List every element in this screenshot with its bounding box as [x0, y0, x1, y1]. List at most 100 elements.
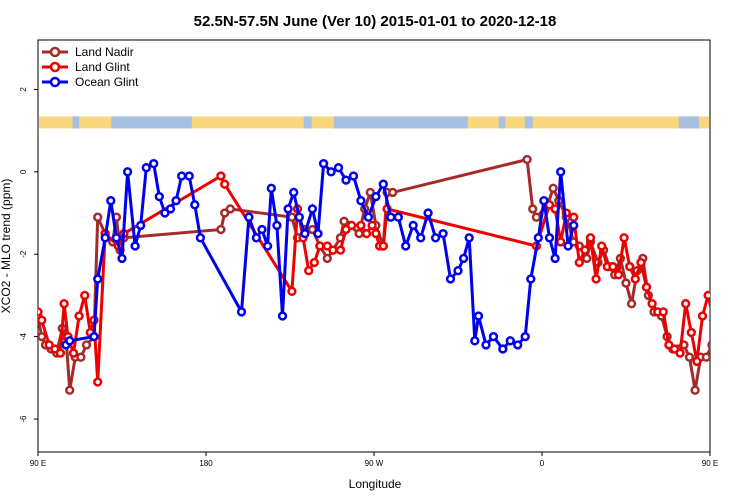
- point-land-glint: [574, 257, 584, 268]
- point-ocean-glint: [272, 220, 282, 231]
- point-ocean-glint: [244, 212, 254, 222]
- point-ocean-glint: [386, 212, 396, 222]
- point-ocean-glint: [453, 266, 463, 276]
- point-ocean-glint: [177, 171, 187, 181]
- point-land-nadir: [707, 340, 710, 350]
- point-ocean-glint: [294, 212, 304, 222]
- point-ocean-glint: [544, 233, 555, 243]
- point-ocean-glint: [122, 167, 133, 177]
- x-tick-label: 180: [199, 459, 213, 468]
- point-land-glint: [216, 171, 226, 181]
- series-line-ocean-glint: [64, 160, 576, 352]
- point-land-glint: [703, 290, 710, 301]
- point-land-glint: [80, 290, 90, 301]
- series-layer: [38, 154, 747, 395]
- x-tick-label: 90 E: [702, 459, 718, 468]
- point-land-glint: [630, 274, 640, 284]
- legend-marker-land-nadir: [49, 46, 61, 58]
- point-ocean-glint: [307, 204, 318, 214]
- x-tick-label: 90 E: [30, 459, 46, 468]
- point-land-glint: [59, 299, 69, 309]
- ocean-band: [678, 116, 699, 129]
- point-land-glint: [591, 274, 601, 284]
- point-land-nadir: [388, 187, 398, 198]
- point-ocean-glint: [363, 212, 374, 222]
- point-ocean-glint: [401, 241, 411, 251]
- point-ocean-glint: [251, 233, 262, 243]
- point-land-glint: [681, 299, 691, 309]
- point-ocean-glint: [190, 200, 200, 210]
- point-land-nadir: [522, 154, 532, 165]
- point-land-glint: [356, 220, 366, 231]
- point-land-nadir: [725, 230, 732, 237]
- point-ocean-glint: [326, 167, 336, 177]
- point-ocean-glint: [195, 233, 206, 243]
- point-ocean-glint: [371, 191, 381, 202]
- point-land-glint: [647, 299, 657, 309]
- point-land-nadir: [626, 299, 637, 309]
- point-ocean-glint: [154, 191, 164, 202]
- point-land-glint: [692, 356, 702, 367]
- axes: 90 E 180 90 W 0 90 E 2 0 -2 -4 -6: [19, 87, 718, 468]
- point-ocean-glint: [445, 274, 456, 284]
- point-land-glint: [636, 257, 646, 268]
- point-land-glint: [686, 327, 696, 338]
- series-land-glint: [38, 171, 710, 387]
- point-ocean-glint: [106, 196, 116, 206]
- point-land-nadir: [548, 183, 558, 193]
- point-land-nadir: [93, 212, 103, 222]
- ocean-band: [524, 116, 533, 129]
- ocean-band: [333, 116, 468, 129]
- point-ocean-glint: [283, 204, 293, 214]
- legend-label-land-nadir: Land Nadir: [75, 45, 134, 59]
- point-ocean-glint: [430, 233, 441, 243]
- point-land-glint: [641, 282, 652, 292]
- point-land-glint: [55, 348, 66, 358]
- point-land-glint: [328, 245, 338, 255]
- point-land-glint: [38, 315, 47, 325]
- point-ocean-glint: [318, 158, 329, 169]
- point-land-nadir: [714, 333, 721, 340]
- point-land-glint: [608, 261, 618, 272]
- point-land-nadir: [528, 204, 538, 214]
- ocean-band: [303, 116, 312, 129]
- ocean-band: [498, 116, 506, 129]
- point-ocean-glint: [423, 208, 433, 218]
- point-land-glint: [304, 266, 314, 276]
- point-ocean-glint: [488, 331, 499, 342]
- point-ocean-glint: [408, 220, 418, 231]
- point-land-nadir: [65, 385, 75, 395]
- point-land-glint: [287, 286, 297, 296]
- point-ocean-glint: [438, 228, 448, 239]
- point-land-nadir: [740, 247, 747, 254]
- point-ocean-glint: [165, 204, 176, 214]
- x-axis-label: Longitude: [349, 477, 402, 491]
- point-land-nadir: [582, 253, 592, 264]
- point-land-glint: [556, 237, 566, 247]
- point-ocean-glint: [464, 233, 474, 243]
- point-ocean-glint: [539, 196, 549, 206]
- point-land-nadir: [684, 352, 695, 362]
- point-ocean-glint: [550, 253, 560, 264]
- point-land-glint: [658, 307, 668, 317]
- point-ocean-glint: [505, 336, 515, 346]
- point-ocean-glint: [111, 233, 122, 243]
- point-land-glint: [346, 220, 357, 231]
- legend-label-ocean-glint: Ocean Glint: [75, 75, 139, 89]
- point-ocean-glint: [130, 241, 140, 251]
- point-land-glint: [613, 270, 624, 280]
- point-ocean-glint: [313, 228, 323, 239]
- point-land-glint: [315, 241, 325, 251]
- point-land-glint: [38, 307, 43, 317]
- point-land-nadir: [225, 204, 235, 214]
- point-ocean-glint: [498, 344, 508, 354]
- point-land-glint: [625, 261, 635, 272]
- point-land-nadir: [76, 352, 86, 362]
- point-ocean-glint: [520, 331, 530, 342]
- point-ocean-glint: [277, 311, 288, 321]
- point-land-nadir: [718, 214, 725, 221]
- point-ocean-glint: [458, 253, 469, 264]
- y-tick-label: 0: [19, 169, 28, 174]
- point-ocean-glint: [341, 175, 351, 185]
